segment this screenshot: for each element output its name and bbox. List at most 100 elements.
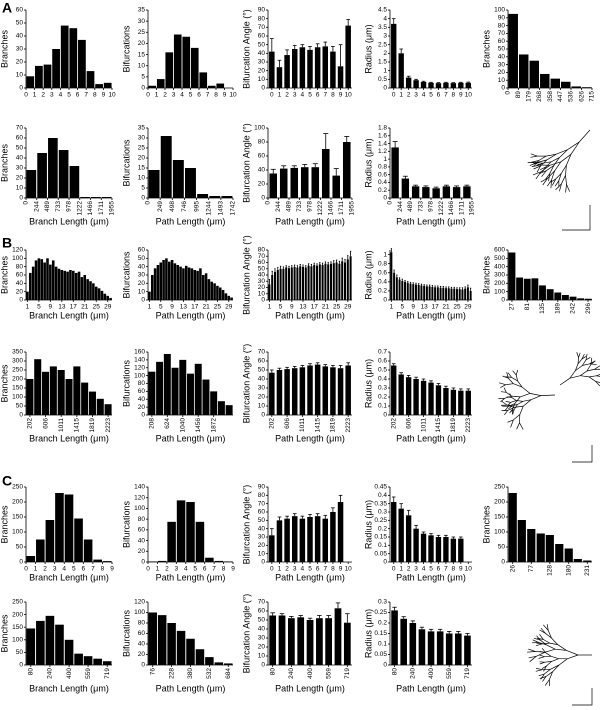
x-tick-label: 1742 bbox=[230, 201, 237, 216]
x-tick-label: 13 bbox=[58, 304, 66, 311]
bar bbox=[26, 628, 36, 665]
error-bar bbox=[300, 365, 305, 368]
y-tick-label: 10 bbox=[138, 288, 146, 295]
neurite bbox=[551, 637, 558, 645]
neurite bbox=[555, 648, 567, 651]
neurite bbox=[561, 175, 566, 184]
x-tick-label: 1 bbox=[155, 92, 159, 99]
x-tick-label: 715 bbox=[589, 91, 596, 102]
x-tick-label: 21 bbox=[81, 304, 89, 311]
bar bbox=[343, 622, 351, 665]
x-tick-label: 128 bbox=[547, 565, 554, 576]
x-tick-label: 6 bbox=[437, 92, 441, 99]
bar bbox=[299, 47, 306, 88]
y-tick-label: 0 bbox=[383, 85, 387, 92]
neurite bbox=[566, 154, 572, 166]
y-tick-label: 0.2 bbox=[378, 187, 387, 194]
y-tick-label: 0.15 bbox=[374, 534, 387, 541]
x-tick-label: 3 bbox=[414, 566, 418, 573]
error-bar bbox=[292, 513, 297, 517]
bar bbox=[554, 292, 562, 300]
bar bbox=[58, 150, 69, 198]
x-tick-label: 202 bbox=[27, 418, 34, 429]
bar bbox=[94, 286, 98, 300]
y-tick-label: 20 bbox=[258, 284, 266, 291]
bar bbox=[420, 533, 427, 562]
y-tick-label: 0 bbox=[383, 195, 387, 202]
error-bar bbox=[456, 287, 458, 290]
x-tick-label: 8 bbox=[452, 566, 456, 573]
x-axis-label: Branch Length (μm) bbox=[29, 310, 109, 320]
error-bar bbox=[391, 18, 396, 24]
x-tick-label: 180 bbox=[565, 565, 572, 576]
y-axis-label: Bifurcations bbox=[121, 251, 131, 299]
x-tick-label: 6 bbox=[203, 566, 207, 573]
bar bbox=[86, 279, 89, 300]
neurite bbox=[512, 370, 517, 376]
bar bbox=[343, 262, 347, 300]
error-bar bbox=[285, 366, 289, 370]
error-bar bbox=[331, 365, 335, 368]
bar bbox=[69, 166, 80, 198]
y-tick-label: 0.5 bbox=[378, 76, 387, 83]
bar bbox=[51, 260, 55, 300]
bar bbox=[296, 267, 299, 300]
error-bar bbox=[410, 620, 415, 623]
x-tick-label: 1819 bbox=[89, 418, 96, 433]
neurite bbox=[501, 400, 508, 406]
neurite bbox=[541, 166, 546, 173]
x-tick-label: 0 bbox=[270, 92, 274, 99]
bar bbox=[40, 259, 44, 300]
error-bar bbox=[396, 274, 398, 278]
y-tick-label: 70 bbox=[16, 125, 24, 132]
bar bbox=[148, 291, 151, 300]
y-tick-label: 20 bbox=[16, 288, 24, 295]
bar bbox=[48, 138, 58, 198]
error-bar bbox=[279, 613, 285, 616]
bar bbox=[321, 149, 330, 198]
y-tick-label: 100 bbox=[254, 125, 265, 132]
neurite bbox=[543, 624, 549, 631]
x-tick-label: 1955 bbox=[349, 201, 356, 216]
x-tick-label: 498 bbox=[169, 201, 176, 212]
bar bbox=[269, 173, 278, 198]
neurite bbox=[536, 635, 541, 641]
y-tick-label: 200 bbox=[12, 499, 23, 506]
x-tick-label: 244 bbox=[33, 201, 40, 212]
x-tick-label: 5 bbox=[67, 92, 71, 99]
bar bbox=[210, 391, 218, 415]
bar bbox=[26, 291, 29, 300]
bar bbox=[314, 516, 321, 562]
x-tick-label: 1 bbox=[26, 304, 30, 311]
x-tick-label: 0 bbox=[265, 201, 272, 205]
y-tick-label: 300 bbox=[12, 358, 23, 365]
bar bbox=[224, 663, 233, 665]
bar bbox=[37, 258, 41, 300]
neurite bbox=[529, 162, 538, 166]
x-tick-label: 2 bbox=[41, 92, 45, 99]
x-tick-label: 17 bbox=[431, 304, 439, 311]
y-tick-label: 10 bbox=[258, 550, 266, 557]
bar bbox=[157, 615, 167, 665]
y-tick-label: 20 bbox=[138, 651, 146, 658]
bar bbox=[307, 49, 313, 88]
y-tick-label: 50 bbox=[16, 403, 24, 410]
x-tick-label: 21 bbox=[322, 304, 330, 311]
neurite bbox=[559, 183, 562, 192]
error-bar bbox=[326, 615, 331, 619]
bar bbox=[411, 186, 420, 198]
y-tick-label: 0.4 bbox=[378, 279, 387, 286]
bar bbox=[216, 83, 225, 88]
bar bbox=[43, 64, 52, 88]
error-bar bbox=[445, 286, 447, 289]
bar bbox=[391, 502, 397, 562]
neurite bbox=[546, 661, 552, 667]
y-tick-label: 35 bbox=[138, 125, 146, 132]
error-bar bbox=[459, 536, 463, 539]
neurite bbox=[554, 161, 562, 172]
neurite bbox=[542, 642, 550, 645]
bar bbox=[57, 268, 61, 300]
bar bbox=[293, 266, 296, 300]
x-tick-label: 7 bbox=[84, 92, 88, 99]
x-tick-label: 447 bbox=[557, 91, 564, 102]
